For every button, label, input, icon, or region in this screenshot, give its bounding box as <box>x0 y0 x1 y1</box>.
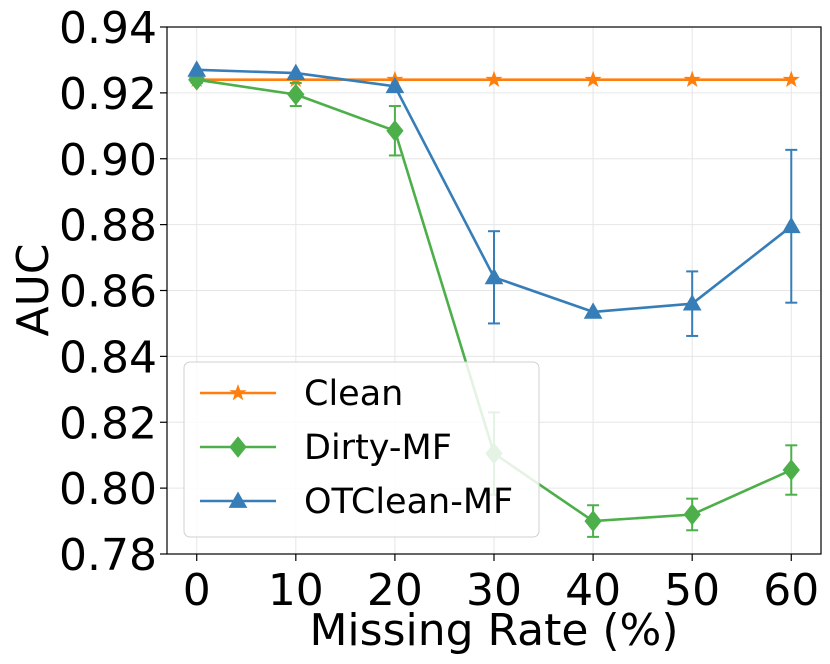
legend-item-dirty-mf: Dirty-MF <box>200 428 452 468</box>
legend-marker <box>228 491 248 508</box>
y-tick-label: 0.84 <box>59 332 157 383</box>
y-tick-label: 0.86 <box>59 267 157 318</box>
data-point <box>781 216 801 234</box>
y-tick-label: 0.80 <box>59 464 157 515</box>
y-axis-label: AUC <box>8 243 59 336</box>
x-tick-label: 50 <box>664 565 720 616</box>
x-tick-label: 40 <box>565 565 621 616</box>
data-point <box>584 70 602 88</box>
legend-box <box>183 361 540 538</box>
data-point <box>187 60 207 77</box>
y-axis-ticks: 0.78 0.80 0.82 0.84 0.86 0.88 0.90 0.92 0.94 <box>59 3 167 581</box>
x-tick-label: 30 <box>466 565 522 616</box>
data-point <box>485 70 503 88</box>
legend-marker <box>229 383 247 401</box>
legend-label: Clean <box>304 374 403 414</box>
y-tick-label: 0.78 <box>59 530 157 581</box>
x-axis-label: Missing Rate (%) <box>309 605 678 656</box>
y-tick-label: 0.88 <box>59 201 157 252</box>
data-point <box>782 70 800 88</box>
y-tick-label: 0.94 <box>59 3 157 54</box>
data-point <box>386 119 404 142</box>
data-point <box>584 510 602 532</box>
data-point <box>286 63 306 80</box>
x-axis-ticks: 0 10 20 30 40 50 60 <box>183 554 819 616</box>
x-tick-label: 0 <box>183 565 211 616</box>
data-point <box>385 76 405 94</box>
data-point <box>683 503 701 526</box>
legend-marker <box>229 436 247 458</box>
data-point <box>683 70 701 88</box>
y-tick-label: 0.92 <box>59 69 157 120</box>
data-point <box>782 459 800 481</box>
legend-label: Dirty-MF <box>304 428 452 468</box>
y-tick-label: 0.90 <box>59 135 157 186</box>
legend-label: OTClean-MF <box>304 482 513 522</box>
data-point <box>287 83 305 106</box>
x-tick-label: 10 <box>268 565 324 616</box>
data-point <box>682 294 702 311</box>
x-tick-label: 60 <box>763 565 819 616</box>
series-otclean-mf <box>187 60 801 337</box>
y-tick-label: 0.82 <box>59 398 157 449</box>
legend-item-otclean-mf: OTClean-MF <box>200 482 513 522</box>
data-point <box>484 267 504 285</box>
data-point <box>583 302 603 319</box>
legend: Clean Dirty-MF OTClean-MF <box>183 361 540 538</box>
legend-item-clean: Clean <box>200 374 403 414</box>
x-tick-label: 20 <box>367 565 423 616</box>
